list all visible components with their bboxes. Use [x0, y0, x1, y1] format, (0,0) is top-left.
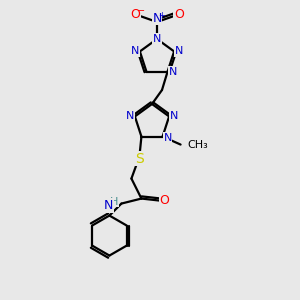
Text: N: N	[131, 46, 139, 56]
Text: +: +	[159, 11, 165, 20]
Text: N: N	[152, 11, 162, 25]
Text: H: H	[110, 196, 118, 207]
Text: O: O	[174, 8, 184, 22]
Text: N: N	[104, 199, 113, 212]
Text: N: N	[126, 111, 134, 122]
Text: −: −	[137, 6, 145, 16]
Text: S: S	[135, 152, 144, 166]
Text: N: N	[175, 46, 183, 56]
Text: O: O	[160, 194, 170, 207]
Text: CH₃: CH₃	[188, 140, 208, 150]
Text: N: N	[153, 34, 161, 44]
Text: O: O	[130, 8, 140, 22]
Text: N: N	[164, 133, 172, 142]
Text: N: N	[170, 111, 178, 122]
Text: N: N	[168, 67, 177, 76]
